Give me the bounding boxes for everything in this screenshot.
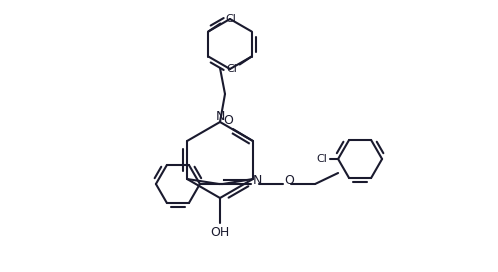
Text: O: O: [284, 174, 294, 187]
Text: Cl: Cl: [225, 14, 236, 23]
Text: Cl: Cl: [317, 154, 328, 164]
Text: N: N: [252, 174, 262, 187]
Text: Cl: Cl: [226, 64, 237, 75]
Text: OH: OH: [210, 227, 230, 240]
Text: N: N: [215, 110, 225, 123]
Text: O: O: [223, 115, 233, 128]
